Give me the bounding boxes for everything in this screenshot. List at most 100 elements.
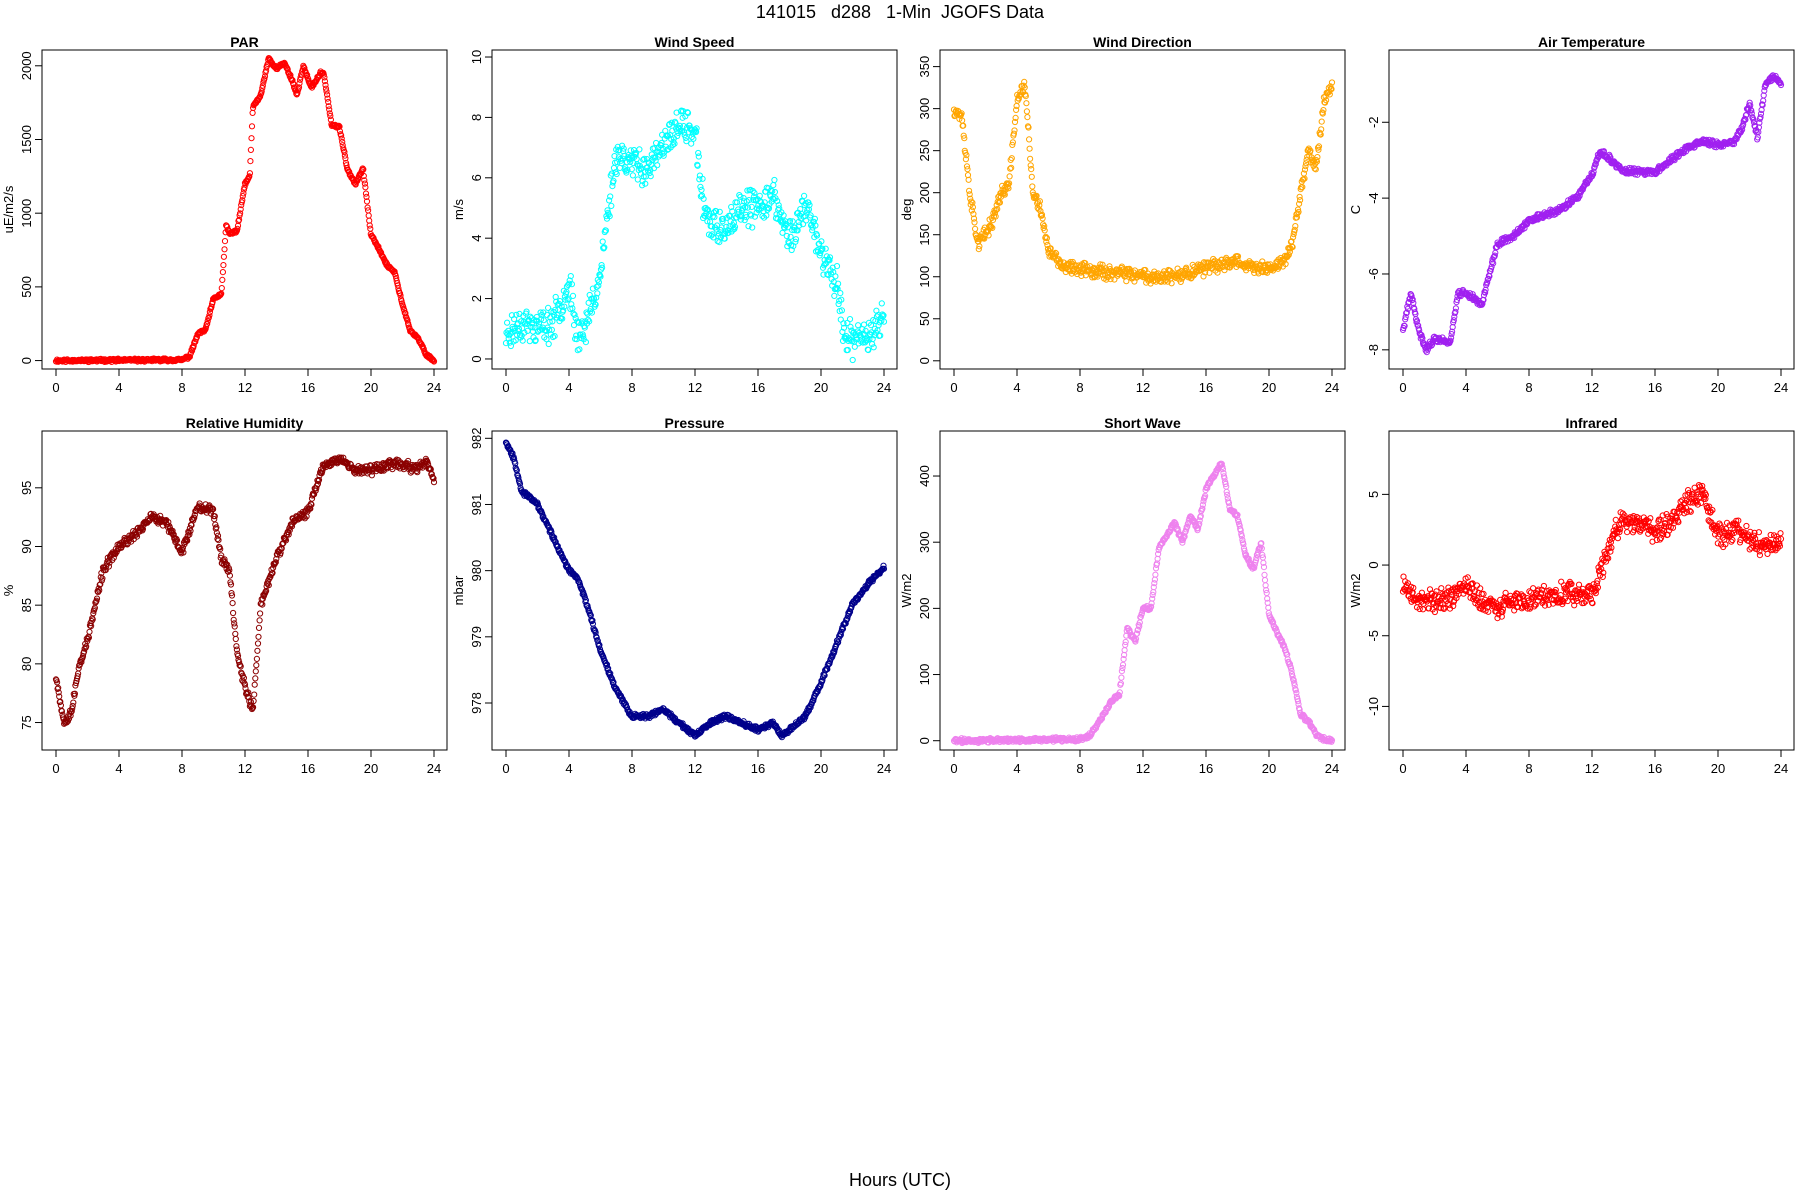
data-point — [97, 574, 104, 581]
data-point — [315, 476, 323, 484]
data-point — [1479, 300, 1486, 307]
data-point — [1760, 92, 1767, 99]
data-point — [391, 268, 398, 275]
data-point — [786, 217, 794, 225]
data-point — [716, 208, 723, 215]
data-point — [992, 213, 999, 220]
data-point — [1761, 87, 1768, 94]
data-point — [646, 169, 653, 177]
data-point — [964, 166, 971, 173]
data-point — [228, 590, 235, 597]
data-point — [1012, 114, 1019, 122]
data-point — [562, 296, 569, 303]
data-point — [1118, 263, 1126, 270]
data-point — [620, 145, 627, 152]
data-point — [247, 158, 254, 165]
x-tick-label: 16 — [751, 761, 765, 776]
data-point — [1011, 118, 1019, 126]
data-point — [326, 463, 333, 470]
data-point — [1282, 260, 1289, 268]
data-point — [989, 224, 996, 231]
x-tick-label: 4 — [565, 761, 572, 776]
x-tick-label: 16 — [301, 380, 315, 395]
data-point — [839, 328, 846, 335]
data-point — [70, 699, 77, 706]
data-point — [970, 210, 977, 218]
data-point — [846, 316, 854, 323]
data-point — [847, 323, 854, 330]
data-point — [247, 698, 254, 705]
data-point — [362, 190, 370, 197]
data-point — [204, 318, 211, 325]
data-point — [651, 154, 659, 161]
data-point — [573, 332, 580, 339]
data-point — [1318, 126, 1325, 133]
y-tick-label: 8 — [469, 114, 484, 121]
data-point — [1323, 97, 1330, 104]
x-tick-label: 12 — [1136, 761, 1150, 776]
y-tick-label: 250 — [917, 140, 932, 162]
data-point — [740, 195, 747, 202]
data-point — [97, 581, 104, 588]
data-point — [85, 634, 93, 641]
data-point — [1759, 102, 1766, 109]
data-point — [1261, 577, 1269, 584]
data-point — [89, 616, 96, 623]
data-point — [760, 208, 767, 215]
data-point — [543, 336, 550, 343]
data-point — [69, 702, 76, 710]
data-point — [1004, 183, 1011, 191]
data-point — [585, 316, 592, 323]
x-tick-label: 0 — [1399, 380, 1406, 395]
data-point — [693, 128, 700, 136]
data-point — [229, 600, 236, 607]
data-point — [277, 549, 284, 557]
data-point — [1757, 110, 1765, 117]
data-point — [1008, 164, 1015, 171]
data-point — [86, 628, 93, 635]
y-tick-label: 980 — [469, 560, 484, 582]
data-point — [1453, 296, 1461, 303]
data-point — [519, 337, 526, 344]
data-point — [352, 181, 359, 188]
data-point — [504, 331, 511, 338]
data-point — [81, 648, 88, 655]
data-point — [765, 205, 773, 212]
data-point — [1314, 154, 1321, 161]
data-point — [233, 646, 240, 653]
y-tick-label: 982 — [469, 427, 484, 449]
data-point — [221, 556, 228, 563]
data-point — [1319, 110, 1326, 117]
data-point — [1408, 293, 1415, 300]
panel-title: Air Temperature — [1538, 34, 1645, 50]
data-point — [1447, 337, 1454, 344]
data-point — [604, 207, 611, 214]
data-point — [324, 95, 331, 102]
data-point — [211, 516, 218, 523]
data-point — [748, 212, 755, 219]
data-point — [1452, 305, 1460, 312]
data-point — [296, 80, 303, 87]
data-point — [968, 207, 975, 214]
data-point — [621, 152, 628, 160]
data-points — [502, 439, 888, 741]
data-point — [186, 531, 193, 538]
data-point — [285, 70, 292, 77]
y-tick-label: 981 — [469, 494, 484, 516]
data-point — [1299, 184, 1306, 191]
data-point — [512, 460, 519, 467]
data-point — [819, 245, 826, 252]
data-point — [759, 202, 767, 209]
data-point — [285, 531, 292, 538]
data-point — [972, 225, 979, 232]
data-point — [540, 317, 547, 324]
data-point — [606, 197, 613, 204]
data-point — [597, 273, 604, 280]
data-point — [641, 155, 648, 162]
data-point — [971, 219, 978, 226]
data-point — [1575, 194, 1582, 201]
data-point — [507, 342, 514, 350]
